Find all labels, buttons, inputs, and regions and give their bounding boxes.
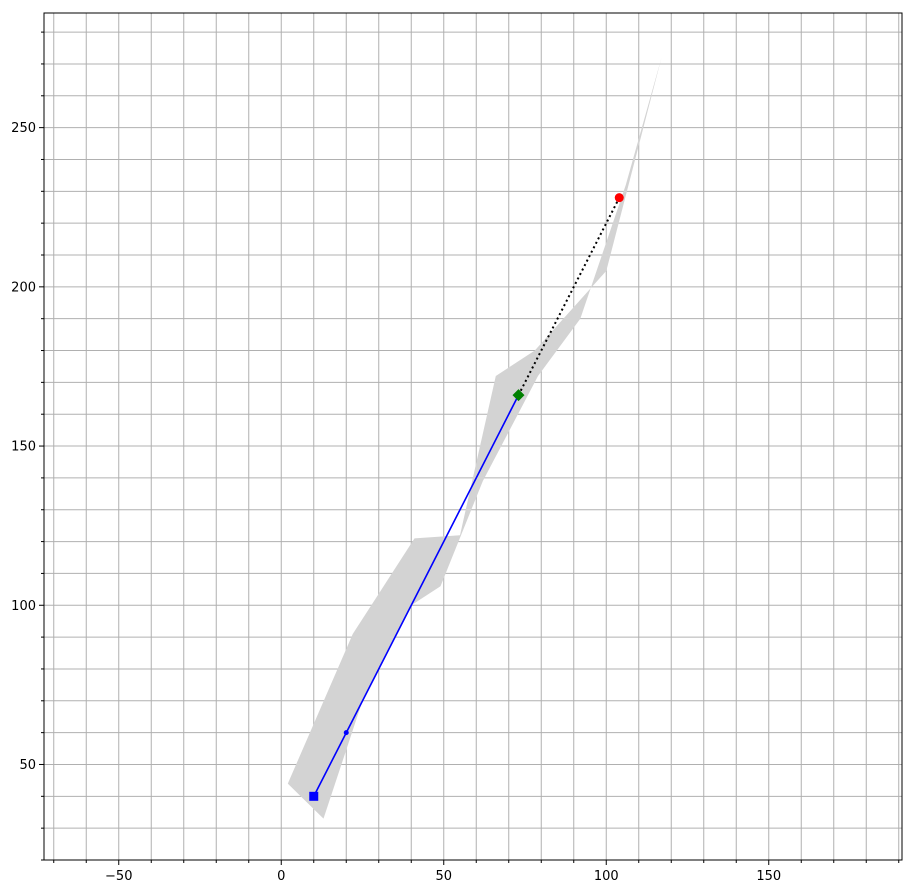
grid: [44, 13, 902, 861]
marker-layer: [309, 193, 624, 801]
y-tick-label: 100: [11, 599, 36, 614]
y-tick-label: 50: [19, 758, 36, 773]
x-tick-label: 150: [756, 869, 781, 884]
axes-frame: [43, 12, 903, 861]
shaded-region-layer: [287, 57, 662, 819]
y-tick-label: 200: [11, 280, 36, 295]
x-tick-label: 100: [594, 869, 619, 884]
goal-circle-marker: [614, 193, 624, 203]
waypoint-dot-marker: [343, 730, 349, 736]
solid-series-line: [313, 394, 520, 797]
y-tick-label: 250: [11, 121, 36, 136]
start-square-marker: [309, 791, 319, 801]
y-tick-label: 150: [11, 440, 36, 455]
x-tick-label: 50: [435, 869, 452, 884]
shaded-region: [287, 57, 662, 819]
x-tick-label: −50: [105, 869, 132, 884]
dotted-series-line: [517, 197, 621, 396]
current-diamond-marker: [512, 389, 525, 402]
x-tick-label: 0: [277, 869, 285, 884]
tick-layer: −50 0 50 100 150 50 100 150 200 250: [11, 31, 900, 884]
